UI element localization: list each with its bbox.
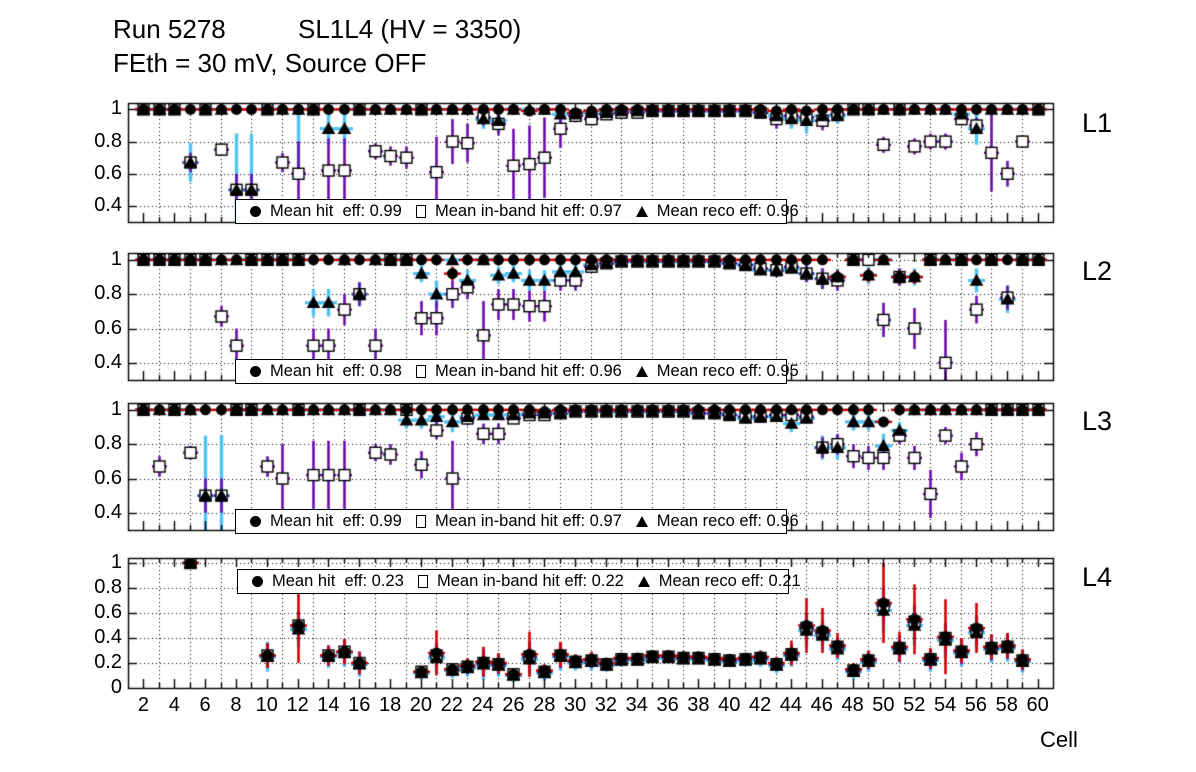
x-tick-label: 32 [594,694,618,716]
x-tick-label: 44 [779,694,803,716]
legend-entry-hit: Mean hit eff: 0.98 [236,362,402,381]
x-tick-label: 30 [563,694,587,716]
legend-entry-inband: Mean in-band hit eff: 0.22 [404,572,624,591]
legend-label-inband: Mean in-band hit eff: 0.97 [434,512,622,530]
y-tick-label: 0.6 [94,161,122,184]
panel-label-l1: L1 [1082,108,1113,138]
x-tick-label: 10 [255,694,278,716]
y-tick-label: 0.4 [94,350,122,373]
legend-entry-reco: Mean reco eff: 0.21 [624,572,801,591]
legend-entry-inband: Mean in-band hit eff: 0.96 [402,362,622,381]
page-title-run-superlayer: Run 5278 SL1L4 (HV = 3350) [113,14,522,44]
y-tick-label: 1 [110,397,122,420]
legend-entry-reco: Mean reco eff: 0.96 [622,512,799,531]
x-tick-label: 12 [286,694,309,716]
x-tick-label: 2 [137,694,149,716]
x-tick-label: 40 [718,694,741,716]
x-tick-label: 28 [533,694,556,716]
x-tick-label: 8 [230,694,242,716]
legend-label-reco: Mean reco eff: 0.21 [658,572,801,590]
y-tick-label: 0.8 [94,129,122,152]
x-tick-label: 48 [841,694,864,716]
panel-label-l3: L3 [1082,406,1113,436]
x-tick-label: 6 [199,694,211,716]
y-tick-label: 0.4 [94,500,122,523]
x-tick-label: 18 [378,694,402,716]
filled-triangle-icon [635,366,648,377]
legend-l4: Mean hit eff: 0.23 Mean in-band hit eff:… [237,569,801,594]
x-tick-label: 4 [168,694,180,716]
y-tick-label: 0.6 [94,601,122,623]
panel-label-l2: L2 [1082,256,1113,286]
legend-label-hit: Mean hit eff: 0.99 [270,202,402,220]
legend-l2: Mean hit eff: 0.98 Mean in-band hit eff:… [235,359,799,384]
filled-circle-icon [250,206,261,217]
y-tick-label: 0.2 [94,651,122,673]
legend-entry-reco: Mean reco eff: 0.95 [622,362,799,381]
legend-label-reco: Mean reco eff: 0.96 [656,512,799,530]
y-tick-label: 0.8 [94,282,122,305]
y-tick-label: 0 [110,676,122,698]
page-title-threshold: FEth = 30 mV, Source OFF [113,48,427,78]
legend-entry-hit: Mean hit eff: 0.99 [236,202,402,221]
x-tick-label: 36 [656,694,679,716]
open-square-icon [415,365,426,378]
y-tick-label: 0.4 [94,626,122,648]
legend-label-reco: Mean reco eff: 0.95 [656,362,799,380]
x-tick-label: 54 [933,694,957,716]
x-tick-label: 56 [964,694,988,716]
y-tick-label: 0.8 [94,432,122,455]
legend-entry-inband: Mean in-band hit eff: 0.97 [402,202,622,221]
x-tick-label: 50 [872,694,895,716]
y-tick-label: 0.6 [94,316,122,339]
x-tick-label: 38 [687,694,710,716]
filled-circle-icon [252,576,263,587]
legend-entry-hit: Mean hit eff: 0.99 [236,512,402,531]
x-tick-label: 14 [317,694,340,716]
legend-label-hit: Mean hit eff: 0.98 [270,362,402,380]
x-tick-label: 42 [748,694,772,716]
x-tick-label: 20 [409,694,433,716]
filled-circle-icon [250,366,261,377]
open-square-icon [415,515,426,528]
open-square-icon [415,205,426,218]
panel-label-l4: L4 [1082,562,1113,592]
legend-entry-hit: Mean hit eff: 0.23 [238,572,404,591]
x-tick-label: 58 [995,694,1018,716]
legend-label-hit: Mean hit eff: 0.23 [272,572,404,590]
filled-triangle-icon [635,516,648,527]
legend-label-inband: Mean in-band hit eff: 0.22 [436,572,624,590]
legend-l3: Mean hit eff: 0.99 Mean in-band hit eff:… [235,509,799,534]
y-tick-label: 0.4 [94,193,122,216]
y-tick-label: 0.8 [94,576,122,598]
x-tick-label: 16 [348,694,371,716]
filled-circle-icon [250,516,261,527]
x-tick-label: 22 [440,694,463,716]
legend-l1: Mean hit eff: 0.99 Mean in-band hit eff:… [235,199,799,224]
y-tick-label: 1 [110,247,122,270]
legend-label-inband: Mean in-band hit eff: 0.97 [434,202,622,220]
x-axis-title: Cell [1040,727,1078,752]
x-tick-label: 52 [903,694,926,716]
legend-entry-inband: Mean in-band hit eff: 0.97 [402,512,622,531]
y-tick-label: 1 [110,97,122,120]
legend-label-hit: Mean hit eff: 0.99 [270,512,402,530]
x-tick-label: 24 [471,694,494,716]
filled-triangle-icon [637,576,650,587]
x-tick-label: 34 [625,694,648,716]
y-tick-label: 1 [110,551,122,573]
filled-triangle-icon [635,206,648,217]
legend-label-reco: Mean reco eff: 0.96 [656,202,799,220]
x-tick-label: 26 [502,694,525,716]
y-tick-label: 0.6 [94,466,122,489]
legend-label-inband: Mean in-band hit eff: 0.96 [434,362,622,380]
open-square-icon [417,575,428,588]
x-tick-label: 60 [1026,694,1049,716]
legend-entry-reco: Mean reco eff: 0.96 [622,202,799,221]
x-tick-label: 46 [810,694,833,716]
